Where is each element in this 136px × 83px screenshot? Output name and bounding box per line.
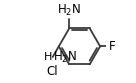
Text: F: F [109,40,115,53]
Text: H: H [44,52,53,62]
Text: Cl: Cl [47,65,58,78]
Text: H$_2$N: H$_2$N [53,49,77,64]
Text: H$_2$N: H$_2$N [57,3,81,18]
